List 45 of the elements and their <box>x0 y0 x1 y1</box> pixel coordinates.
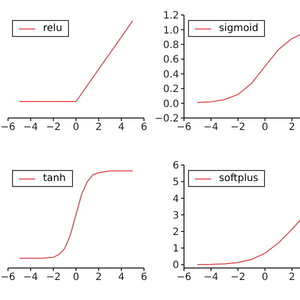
x-tick-label: −4 <box>23 272 38 284</box>
x-tick-label: −6 <box>176 122 192 134</box>
x-tick-label: −6 <box>0 272 16 284</box>
y-tick-label: 2 <box>172 227 179 238</box>
x-tick-label: 6 <box>140 122 148 134</box>
x-tick-label: −4 <box>23 122 38 134</box>
y-tick-label: 0.6 <box>163 54 179 66</box>
y-tick-label: 6 <box>172 160 179 172</box>
legend-label: tanh <box>43 173 66 184</box>
y-tick-label: 3 <box>172 210 179 222</box>
y-tick-label: 4 <box>172 194 179 205</box>
x-tick-label: −2 <box>230 272 246 284</box>
legend-label: sigmoid <box>219 23 258 34</box>
x-tick-label: 4 <box>118 272 125 284</box>
legend-label: softplus <box>219 173 258 184</box>
x-tick-label: 0 <box>72 122 80 134</box>
x-tick-label: 2 <box>95 272 102 284</box>
x-tick-label: 0 <box>262 122 268 134</box>
y-tick-label: 1.0 <box>163 25 179 36</box>
x-tick-label: 2 <box>288 122 296 134</box>
x-tick-label: −4 <box>204 122 218 134</box>
legend-label: relu <box>43 23 62 34</box>
x-tick-label: 4 <box>118 122 125 134</box>
x-tick-label: −4 <box>204 272 218 284</box>
y-tick-label: 0.8 <box>163 40 179 51</box>
x-tick-label: 0 <box>262 272 268 284</box>
x-tick-label: −6 <box>176 272 192 284</box>
x-tick-label: −6 <box>0 122 16 134</box>
line-series <box>196 34 300 104</box>
x-tick-label: 2 <box>288 272 296 284</box>
y-tick-label: 1 <box>172 244 179 255</box>
y-tick-label: 0.2 <box>163 84 179 96</box>
y-tick-label: 0.4 <box>163 69 179 80</box>
x-tick-label: −2 <box>46 122 61 134</box>
x-tick-label: −2 <box>46 272 61 284</box>
x-tick-label: 2 <box>95 122 102 134</box>
x-tick-label: 6 <box>140 272 148 284</box>
y-tick-label: 0 <box>172 260 179 272</box>
y-tick-label: 0.0 <box>163 98 179 110</box>
y-tick-label: −0.2 <box>154 114 179 125</box>
y-tick-label: 1.2 <box>163 10 179 22</box>
y-tick-label: 5 <box>172 177 179 188</box>
x-tick-label: −2 <box>230 122 246 134</box>
line-series <box>196 220 300 266</box>
x-tick-label: 0 <box>72 272 80 284</box>
